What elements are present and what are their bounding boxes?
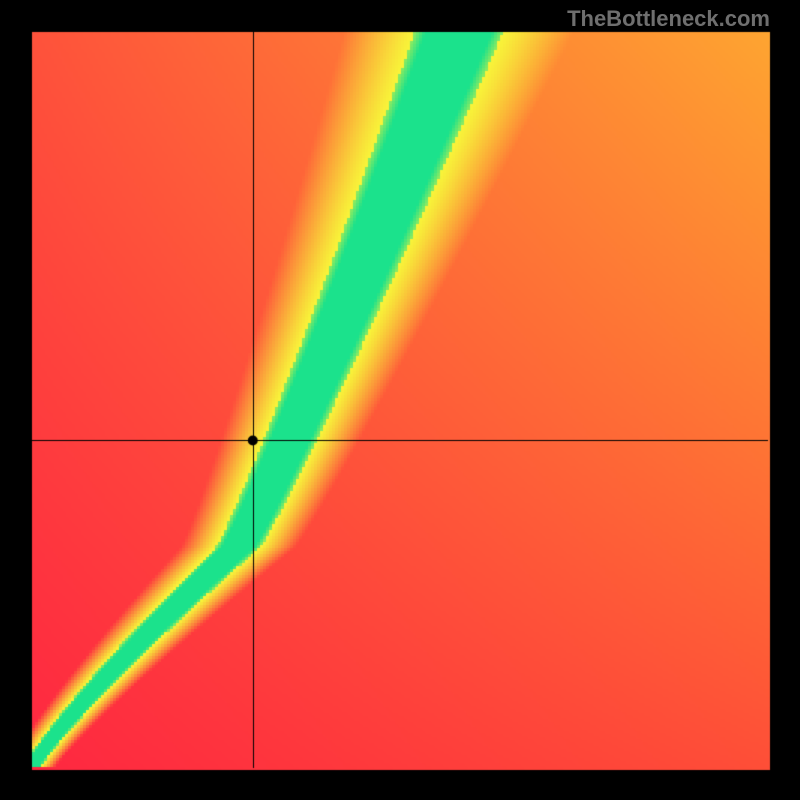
heatmap-canvas xyxy=(0,0,800,800)
watermark-text: TheBottleneck.com xyxy=(567,6,770,32)
chart-container: TheBottleneck.com xyxy=(0,0,800,800)
